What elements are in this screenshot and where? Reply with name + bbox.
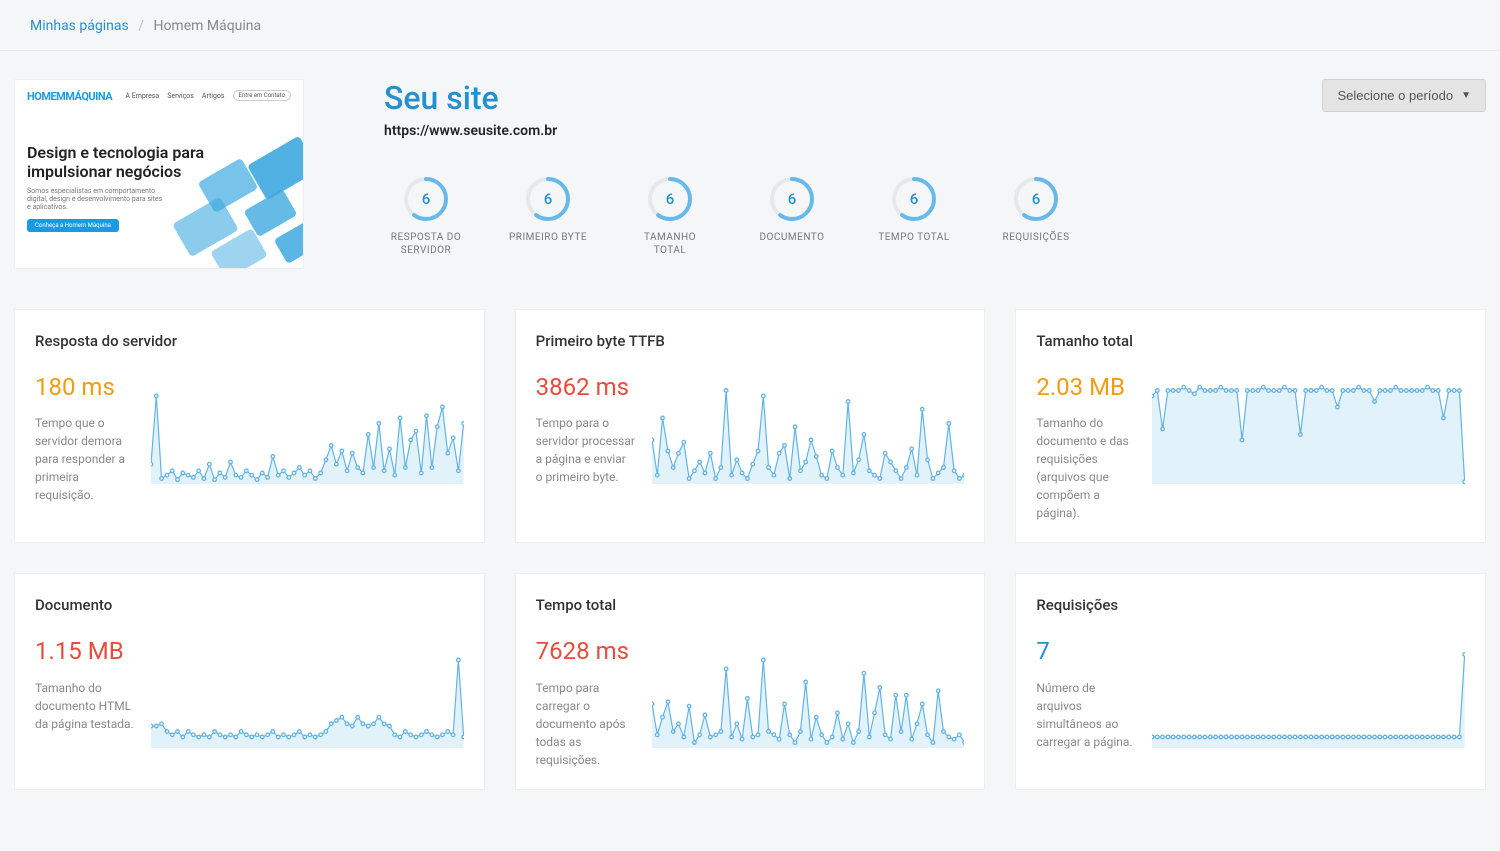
metric-circle: 6 <box>648 177 692 221</box>
metric-2: 6 TAMANHO TOTAL <box>628 177 712 257</box>
metric-label: TAMANHO TOTAL <box>628 231 712 257</box>
card-title: Resposta do servidor <box>35 332 464 350</box>
card-title: Tamanho total <box>1036 332 1465 350</box>
site-title: Seu site <box>384 79 557 117</box>
breadcrumb: Minhas páginas / Homem Máquina <box>0 0 1500 51</box>
card-3: Documento 1.15 MB Tamanho do documento H… <box>14 573 485 789</box>
metric-5: 6 REQUISIÇÕES <box>994 177 1078 257</box>
breadcrumb-current: Homem Máquina <box>153 18 261 34</box>
metric-circle: 6 <box>892 177 936 221</box>
card-chart <box>1152 638 1465 748</box>
period-selector-label: Selecione o período <box>1337 88 1453 103</box>
metric-circle: 6 <box>526 177 570 221</box>
sparkline-chart <box>151 374 464 484</box>
breadcrumb-home[interactable]: Minhas páginas <box>30 18 129 34</box>
thumb-nav: A Empresa Serviços Artigos Entre em Cont… <box>125 90 291 101</box>
card-1: Primeiro byte TTFB 3862 ms Tempo para o … <box>515 309 986 543</box>
card-description: Tamanho do documento HTML da página test… <box>35 679 135 733</box>
card-description: Tempo para o servidor processar a página… <box>536 414 636 486</box>
metric-label: TEMPO TOTAL <box>872 231 956 244</box>
card-description: Número de arquivos simultâneos ao carreg… <box>1036 679 1136 751</box>
sparkline-chart <box>652 638 965 748</box>
thumb-decoration <box>143 138 304 269</box>
card-description: Tempo para carregar o documento após tod… <box>536 679 636 769</box>
card-title: Primeiro byte TTFB <box>536 332 965 350</box>
card-5: Requisições 7 Número de arquivos simultâ… <box>1015 573 1486 789</box>
breadcrumb-separator: / <box>138 18 144 34</box>
card-value: 7628 ms <box>536 638 636 664</box>
metric-label: RESPOSTA DO SERVIDOR <box>384 231 468 257</box>
card-2: Tamanho total 2.03 MB Tamanho do documen… <box>1015 309 1486 543</box>
card-chart <box>652 638 965 748</box>
card-chart <box>652 374 965 484</box>
metrics-row: 6 RESPOSTA DO SERVIDOR 6 PRIMEIRO BYTE 6… <box>384 177 1486 257</box>
metric-label: REQUISIÇÕES <box>994 231 1078 244</box>
card-value: 2.03 MB <box>1036 374 1136 400</box>
site-thumbnail: HOMEMMÁQUINA A Empresa Serviços Artigos … <box>14 79 304 269</box>
thumb-cta: Conheça a Homem Máquina <box>27 219 119 232</box>
metric-value: 6 <box>526 177 570 221</box>
card-title: Tempo total <box>536 596 965 614</box>
card-value: 1.15 MB <box>35 638 135 664</box>
sparkline-chart <box>652 374 965 484</box>
metric-value: 6 <box>1014 177 1058 221</box>
card-description: Tamanho do documento e das requisições (… <box>1036 414 1136 522</box>
metric-label: PRIMEIRO BYTE <box>506 231 590 244</box>
metric-circle: 6 <box>1014 177 1058 221</box>
metric-label: DOCUMENTO <box>750 231 834 244</box>
card-value: 7 <box>1036 638 1136 664</box>
metric-circle: 6 <box>404 177 448 221</box>
card-chart <box>1152 374 1465 484</box>
card-title: Documento <box>35 596 464 614</box>
metric-value: 6 <box>404 177 448 221</box>
card-value: 180 ms <box>35 374 135 400</box>
header-section: HOMEMMÁQUINA A Empresa Serviços Artigos … <box>0 51 1500 309</box>
metric-0: 6 RESPOSTA DO SERVIDOR <box>384 177 468 257</box>
card-chart <box>151 374 464 484</box>
period-selector-button[interactable]: Selecione o período ▼ <box>1322 79 1486 112</box>
metric-3: 6 DOCUMENTO <box>750 177 834 257</box>
card-value: 3862 ms <box>536 374 636 400</box>
sparkline-chart <box>1152 374 1465 484</box>
card-description: Tempo que o servidor demora para respond… <box>35 414 135 504</box>
card-title: Requisições <box>1036 596 1465 614</box>
metric-1: 6 PRIMEIRO BYTE <box>506 177 590 257</box>
metric-value: 6 <box>892 177 936 221</box>
site-url: https://www.seusite.com.br <box>384 123 557 139</box>
card-0: Resposta do servidor 180 ms Tempo que o … <box>14 309 485 543</box>
metric-value: 6 <box>770 177 814 221</box>
metric-4: 6 TEMPO TOTAL <box>872 177 956 257</box>
sparkline-chart <box>1152 638 1465 748</box>
metric-circle: 6 <box>770 177 814 221</box>
sparkline-chart <box>151 638 464 748</box>
chevron-down-icon: ▼ <box>1461 90 1471 101</box>
cards-grid: Resposta do servidor 180 ms Tempo que o … <box>0 309 1500 820</box>
metric-value: 6 <box>648 177 692 221</box>
card-chart <box>151 638 464 748</box>
card-4: Tempo total 7628 ms Tempo para carregar … <box>515 573 986 789</box>
